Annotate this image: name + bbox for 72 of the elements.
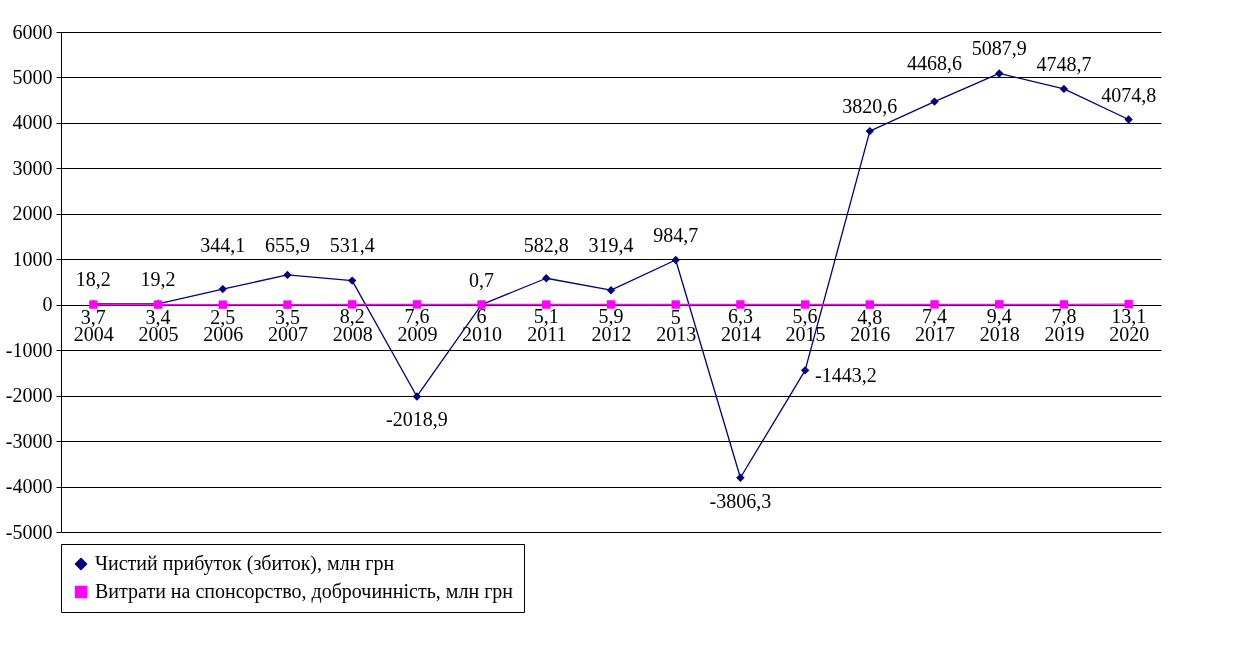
point — [283, 300, 292, 309]
data-label: 8,2 — [339, 305, 365, 328]
legend-label: Витрати на спонсорство, доброчинність, млн грн — [95, 580, 514, 603]
y-tick-label: 6000 — [12, 20, 53, 43]
point — [995, 69, 1004, 78]
data-label: -2018,9 — [386, 408, 448, 431]
point — [347, 276, 357, 285]
point — [606, 300, 616, 309]
point — [930, 300, 939, 309]
data-label: 0,7 — [469, 268, 495, 291]
data-label: 3,7 — [80, 305, 106, 328]
y-tick-label: 0 — [42, 293, 53, 316]
data-label: 18,2 — [75, 267, 111, 290]
point — [930, 97, 939, 106]
point — [1059, 84, 1069, 94]
data-label: 4748,7 — [1036, 52, 1092, 75]
point — [736, 473, 745, 482]
data-label: -3806,3 — [709, 489, 772, 512]
data-label: 984,7 — [653, 223, 699, 246]
y-tick-label: 1000 — [12, 247, 53, 270]
point — [542, 274, 551, 283]
y-tick-label: 4000 — [12, 111, 53, 134]
data-label: 7,6 — [404, 305, 430, 328]
y-tick-label: 5000 — [12, 65, 53, 88]
point — [1124, 115, 1133, 124]
data-label: 9,4 — [986, 305, 1012, 328]
point — [218, 300, 227, 309]
point — [542, 300, 551, 309]
point — [671, 255, 680, 265]
point — [1124, 299, 1133, 309]
data-label: 5,9 — [598, 305, 624, 328]
y-tick-label: 3000 — [12, 156, 53, 179]
data-label: 13,1 — [1111, 305, 1147, 328]
data-label: 6,3 — [727, 305, 753, 328]
data-label: 319,4 — [588, 234, 634, 257]
point — [347, 300, 357, 309]
y-tick-label: -4000 — [5, 475, 53, 498]
y-tick-label: -5000 — [5, 520, 53, 543]
y-tick-label: -2000 — [5, 384, 53, 407]
point — [800, 300, 810, 309]
data-label: 7,4 — [922, 305, 948, 328]
data-label: 5,6 — [792, 305, 818, 328]
data-label: 4,8 — [857, 305, 883, 328]
data-label: 3,4 — [145, 305, 171, 328]
data-label: 5087,9 — [971, 37, 1027, 60]
legend-label: Чистий прибуток (збиток), млн грн — [95, 552, 395, 575]
point — [800, 366, 810, 375]
point — [865, 126, 875, 136]
point — [736, 300, 745, 309]
point — [671, 300, 680, 309]
y-tick-label: -1000 — [5, 338, 53, 361]
y-tick-label: -3000 — [5, 429, 53, 452]
data-label: 4468,6 — [907, 52, 963, 75]
data-label: -1443,2 — [815, 364, 877, 387]
point — [606, 286, 616, 295]
data-label: 655,9 — [264, 234, 310, 257]
y-tick-label: 2000 — [12, 202, 53, 225]
point — [995, 300, 1004, 309]
point — [412, 392, 422, 401]
point — [412, 300, 422, 309]
point — [218, 284, 227, 294]
data-label: 3820,6 — [842, 95, 898, 118]
data-label: 531,4 — [329, 234, 375, 257]
point — [1059, 300, 1069, 309]
data-label: 344,1 — [200, 234, 246, 257]
data-label: 4074,8 — [1101, 83, 1157, 106]
data-label: 19,2 — [140, 267, 176, 290]
data-label: 582,8 — [523, 234, 569, 257]
point — [283, 270, 292, 280]
data-label: 7,8 — [1051, 305, 1077, 328]
data-label: 5,1 — [533, 305, 559, 328]
point — [865, 300, 875, 309]
